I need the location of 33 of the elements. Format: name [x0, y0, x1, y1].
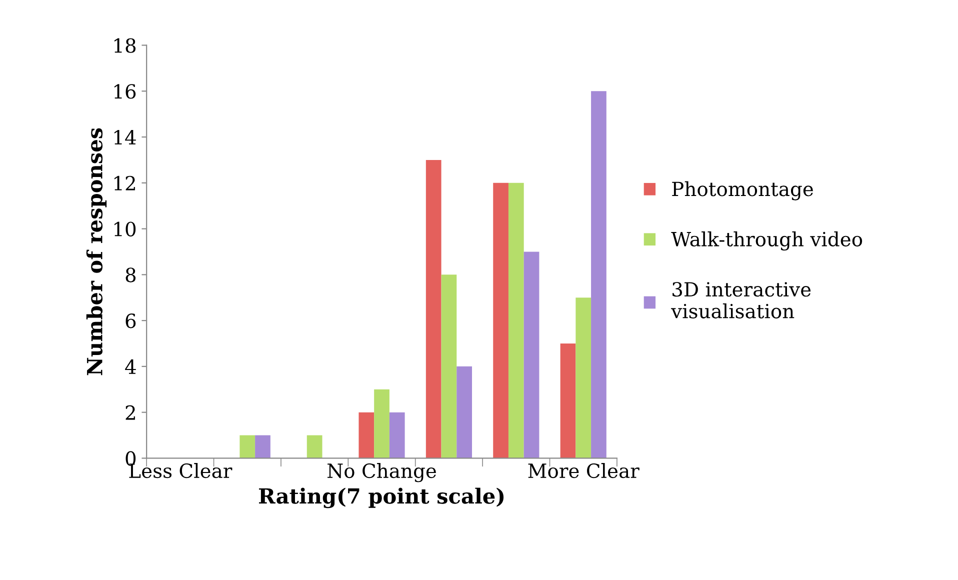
bar: [358, 412, 374, 458]
bar: [493, 182, 508, 458]
bar: [389, 412, 405, 458]
bar: [306, 435, 322, 458]
bar: [576, 298, 592, 458]
legend-label: Walk-through video: [671, 231, 862, 251]
y-axis-title: Number of responses: [86, 128, 107, 376]
x-tick-label: Less Clear: [129, 463, 232, 478]
bar: [591, 91, 606, 458]
bar: [426, 160, 442, 458]
legend-label: 3D interactive visualisation: [671, 282, 811, 318]
y-tick-label: 14: [114, 130, 136, 144]
y-tick-label: 2: [126, 405, 135, 420]
x-tick-label: More Clear: [528, 463, 640, 478]
bar: [240, 435, 256, 458]
bar: [524, 252, 540, 458]
bar: [560, 343, 576, 458]
y-tick-label: 6: [126, 314, 136, 328]
x-axis-title: Rating(7 point scale): [259, 488, 504, 508]
y-tick-label: 10: [114, 222, 136, 236]
bar: [441, 274, 457, 458]
y-tick-label: 12: [114, 176, 135, 190]
bar: [255, 435, 270, 458]
y-tick-label: 18: [114, 38, 136, 53]
y-tick-label: 16: [114, 84, 136, 99]
bar: [374, 389, 390, 458]
x-tick-label: No Change: [328, 463, 436, 482]
y-tick-label: 8: [126, 268, 136, 282]
bar: [508, 182, 524, 458]
y-tick-label: 0: [126, 451, 136, 466]
y-tick-label: 4: [125, 359, 136, 374]
bar: [456, 366, 472, 458]
legend-label: Photomontage: [672, 181, 813, 200]
